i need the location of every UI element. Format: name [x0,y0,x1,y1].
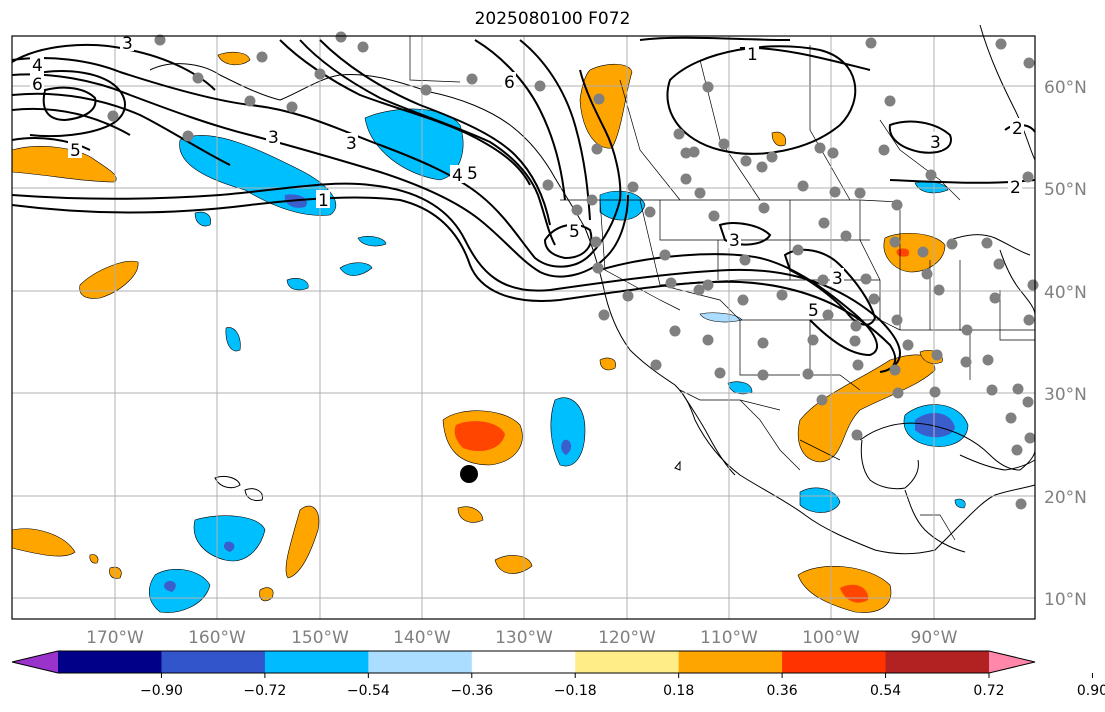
negative-core [223,541,235,552]
positive-area [797,354,936,463]
positive-area [457,506,484,523]
colorbar-segment [58,651,162,673]
contour-label: 5 [569,222,580,242]
plot-area: 3 4 6 5 3 1 3 5 4 6 1 5 3 3 [11,24,1039,620]
negative-area [599,190,646,221]
positive-core [896,248,910,257]
latitude-labels: 60°N 50°N 40°N 30°N 20°N 10°N [1044,78,1087,610]
positive-area [259,587,274,602]
lat-label: 10°N [1044,590,1087,610]
lon-label: 110°W [700,628,758,648]
lon-label: 170°W [86,628,144,648]
negative-core [915,413,955,438]
longitude-labels: 170°W 160°W 150°W 140°W 130°W 120°W 110°… [86,628,958,648]
colorbar-tick-label: 0.90 [1077,683,1105,699]
negative-area [339,262,373,276]
contour-label: 3 [268,128,279,148]
colorbar-tick-label: −0.54 [347,683,390,699]
positive-area [494,555,533,574]
lon-label: 160°W [188,628,246,648]
negative-area [286,278,309,291]
contour-label: 3 [930,133,941,153]
lat-label: 50°N [1044,180,1087,200]
colorbar-segment [368,651,473,673]
lon-label: 90°W [911,628,958,648]
colorbar-segment [161,651,266,673]
contour-label: 4 [452,166,463,186]
lat-label: 20°N [1044,488,1087,508]
shaded-field [11,51,969,613]
negative-area [357,236,387,247]
lon-label: 100°W [802,628,860,648]
colorbar-tick-label: 0.54 [870,683,901,699]
contour-label: 5 [467,164,478,184]
negative-area [194,211,211,227]
contour-label: 1 [318,191,329,211]
station-markers [107,31,1039,510]
colorbar-tick-label: 0.36 [767,683,798,699]
contour-labels: 3 4 6 5 3 1 3 5 4 6 1 5 3 3 [30,33,1024,321]
colorbar-tick-label: 0.18 [663,683,694,699]
colorbar-segment [678,651,783,673]
contour-label: 3 [729,231,740,251]
contour-label: 2 [1010,178,1021,198]
colorbar-segment [264,651,369,673]
negative-core [164,580,176,592]
grid [12,36,1035,619]
colorbar-extend-low [12,651,58,673]
colorbar-tick-label: −0.18 [554,683,597,699]
storm-marker [460,465,478,483]
lon-label: 130°W [495,628,553,648]
positive-area [599,357,616,371]
negative-core [561,439,572,455]
positive-area [217,51,251,66]
colorbar-outline [11,650,1036,674]
positive-area [89,554,99,564]
contour-label: 1 [747,45,758,65]
positive-area [79,260,139,299]
negative-area [550,397,586,467]
colorbar-segment [885,651,990,673]
contour-label: 3 [346,134,357,154]
contour-label: 6 [32,75,43,95]
contour-label: 6 [504,73,515,93]
contour-label: 2 [1012,119,1023,139]
colorbar-segment [471,651,576,673]
colorbar-tick-label: 0.72 [973,683,1004,699]
negative-area [148,569,211,613]
lon-label: 120°W [598,628,656,648]
colorbar-extend-high [989,651,1035,673]
colorbar-tick-label: −0.90 [140,683,183,699]
contour-label: 5 [70,141,81,161]
colorbar-segment [782,651,887,673]
negative-area [225,327,241,352]
negative-area [364,108,464,181]
positive-area [771,131,786,147]
contour-label: 3 [122,34,133,54]
lon-label: 140°W [393,628,451,648]
positive-area [11,528,76,557]
negative-area [799,487,841,513]
colorbar: −0.90 −0.72 −0.54 −0.36 −0.18 0.18 0.36 0.54 0.7… [11,650,1105,699]
positive-area [285,505,320,579]
positive-core [454,421,505,452]
negative-area [727,381,753,395]
lat-label: 60°N [1044,78,1087,98]
lat-label: 40°N [1044,283,1087,303]
negative-area [193,515,266,562]
contour-label: 3 [832,269,843,289]
contour-label: 4 [32,56,43,76]
colorbar-tick-label: −0.72 [243,683,286,699]
colorbar-segment [575,651,680,673]
colorbar-tick-label: −0.36 [450,683,493,699]
lat-label: 30°N [1044,385,1087,405]
contour-label: 5 [808,301,819,321]
lon-label: 150°W [291,628,349,648]
negative-area [954,498,966,509]
map-title: 2025080100 F072 [474,9,631,29]
